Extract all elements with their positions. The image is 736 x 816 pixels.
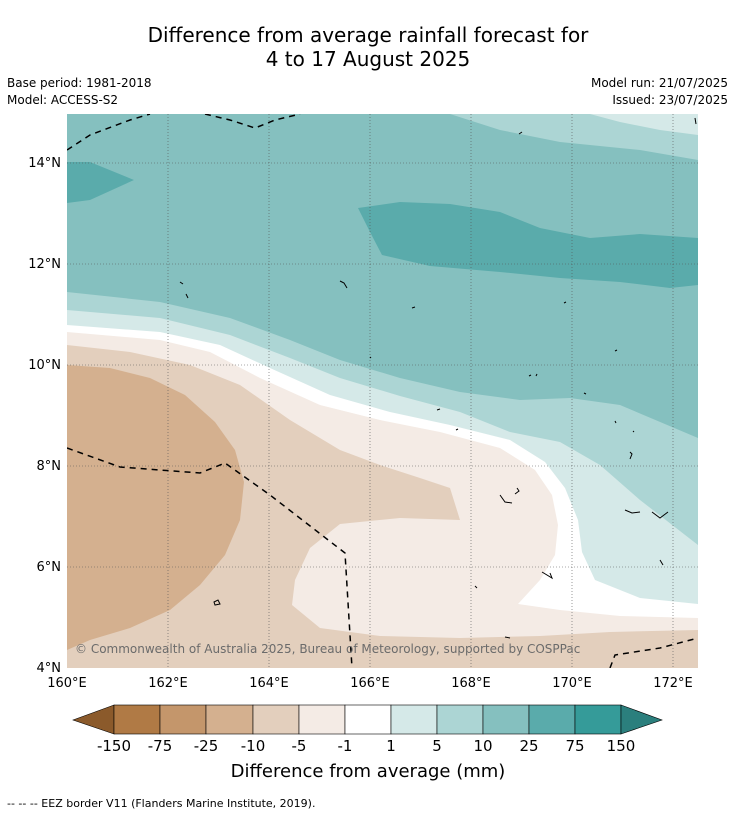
rainfall-anomaly-map: © Commonwealth of Australia 2025, Bureau…	[67, 114, 698, 668]
band-neg10-neg25	[67, 365, 244, 650]
colorbar: -150 -75 -25 -10 -5 -1 1 5 10 25 75 150	[72, 704, 663, 755]
colorbar-tick: -25	[194, 737, 219, 755]
map-title-line2: 4 to 17 August 2025	[265, 47, 471, 71]
colorbar-tick: 150	[607, 737, 636, 755]
meta-right: Model run: 21/07/2025 Issued: 23/07/2025	[591, 75, 728, 109]
colorbar-tick: 5	[432, 737, 442, 755]
meta-left: Base period: 1981-2018 Model: ACCESS-S2	[7, 75, 152, 109]
colorbar-tick: 25	[519, 737, 538, 755]
lat-tick-label: 4°N	[37, 661, 62, 676]
lon-tick-label: 160°E	[47, 676, 87, 691]
issued-date: Issued: 23/07/2025	[612, 93, 728, 107]
band-1-5-top	[590, 114, 698, 135]
eez-borders	[67, 114, 698, 668]
colorbar-tick: -5	[292, 737, 307, 755]
copyright-notice: © Commonwealth of Australia 2025, Bureau…	[75, 642, 580, 656]
colorbar-swatch	[205, 704, 254, 735]
band-25-75-west	[67, 162, 134, 203]
model-run: Model run: 21/07/2025	[590, 76, 728, 90]
colorbar-swatch	[528, 704, 576, 735]
map-title-line1: Difference from average rainfall forecas…	[147, 23, 589, 47]
colorbar-extend-high	[620, 704, 663, 735]
band-neg5-neg10	[67, 345, 698, 668]
colorbar-swatch	[252, 704, 300, 735]
lon-axis: 160°E 162°E 164°E 166°E 168°E 170°E 172°…	[47, 676, 693, 691]
lon-tick-label: 168°E	[451, 676, 491, 691]
islands	[179, 117, 697, 639]
colorbar-tick: 1	[386, 737, 396, 755]
colorbar-tick: -10	[241, 737, 266, 755]
colorbar-swatch	[390, 704, 438, 735]
lon-tick-label: 172°E	[653, 676, 693, 691]
colorbar-extend-low	[72, 704, 115, 735]
model-name: Model: ACCESS-S2	[7, 93, 119, 107]
band-5-10-top	[450, 114, 698, 160]
lat-tick-label: 8°N	[37, 459, 62, 474]
colorbar-tick: -75	[148, 737, 173, 755]
lon-tick-label: 162°E	[148, 676, 188, 691]
colorbar-tick: -1	[338, 737, 353, 755]
colorbar-tick: 10	[473, 737, 492, 755]
band-bottom-strip	[67, 652, 698, 668]
lat-tick-label: 12°N	[28, 257, 61, 272]
lon-tick-label: 166°E	[350, 676, 390, 691]
colorbar-swatch	[113, 704, 161, 735]
lon-tick-label: 164°E	[249, 676, 289, 691]
colorbar-swatch	[159, 704, 207, 735]
band-25-75-central	[358, 202, 698, 288]
lon-tick-label: 170°E	[552, 676, 592, 691]
lat-tick-label: 10°N	[28, 358, 61, 373]
lat-axis: 4°N 6°N 8°N 10°N 12°N 14°N	[28, 156, 61, 676]
colorbar-swatch	[436, 704, 484, 735]
colorbar-swatch	[344, 704, 392, 735]
colorbar-label: Difference from average (mm)	[230, 761, 506, 782]
colorbar-swatch	[482, 704, 530, 735]
colorbar-tick: -150	[97, 737, 131, 755]
eez-legend-note: -- -- -- EEZ border V11 (Flanders Marine…	[7, 797, 316, 810]
colorbar-swatch	[298, 704, 346, 735]
base-period: Base period: 1981-2018	[7, 76, 152, 90]
colorbar-swatch	[574, 704, 622, 735]
colorbar-tick: 75	[565, 737, 584, 755]
lat-tick-label: 14°N	[28, 156, 61, 171]
lat-tick-label: 6°N	[37, 560, 62, 575]
map-gridlines	[67, 114, 698, 668]
